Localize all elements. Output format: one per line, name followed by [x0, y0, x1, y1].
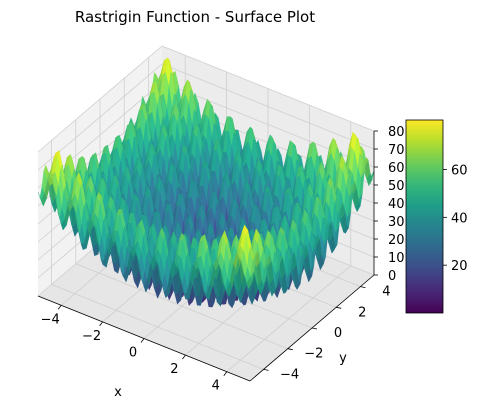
z-tick-label: 30 — [388, 215, 405, 230]
colorbar-fill — [405, 119, 444, 314]
y-tick-mark — [287, 348, 293, 351]
grid-z-back — [161, 63, 375, 150]
z-tick-label: 80 — [388, 125, 405, 140]
z-tick-label: 70 — [388, 143, 405, 158]
x-tick-label: −4 — [41, 312, 60, 327]
grid-z-left — [37, 45, 163, 153]
colorbar: 20 40 60 — [405, 119, 468, 314]
y-axis-label: y — [339, 351, 347, 366]
surface-mesh — [37, 57, 375, 309]
z-tick-label: 60 — [388, 161, 405, 176]
z-tick-label: 10 — [388, 251, 405, 266]
x-tick-label: 4 — [212, 379, 220, 394]
y-tick-label: 0 — [334, 326, 342, 341]
y-tick-mark — [336, 306, 342, 309]
colorbar-tick-label: 20 — [451, 259, 468, 274]
x-tick-mark — [140, 338, 145, 343]
y-tick-label: 2 — [358, 305, 366, 320]
y-tick-mark — [263, 369, 269, 371]
x-tick-mark — [99, 321, 103, 327]
colorbar-tick-label: 40 — [451, 211, 468, 226]
z-tick-label: 20 — [388, 233, 405, 248]
x-tick-label: −2 — [82, 329, 101, 344]
chart-title: Rastrigin Function - Surface Plot — [75, 8, 315, 26]
grid-y-floor — [75, 263, 288, 350]
y-tick-label: 4 — [382, 285, 390, 300]
grid-z-back — [161, 45, 375, 132]
x-tick-mark — [57, 305, 62, 310]
x-tick-mark — [223, 371, 228, 376]
y-tick-mark — [360, 286, 366, 288]
z-tick-label: 50 — [388, 179, 405, 194]
x-axis-label: x — [114, 385, 122, 400]
x-tick-label: 0 — [129, 346, 137, 361]
x-tick-label: 2 — [170, 362, 178, 377]
y-tick-label: −2 — [304, 347, 323, 362]
surface-facet — [246, 276, 253, 289]
grid-y-floor — [51, 284, 264, 370]
z-tick-label: 0 — [388, 269, 396, 284]
z-tick-label: 40 — [388, 197, 405, 212]
colorbar-tick-label: 60 — [451, 164, 468, 179]
y-tick-label: −4 — [280, 367, 299, 382]
y-tick-mark — [311, 327, 318, 330]
x-tick-mark — [182, 354, 186, 360]
